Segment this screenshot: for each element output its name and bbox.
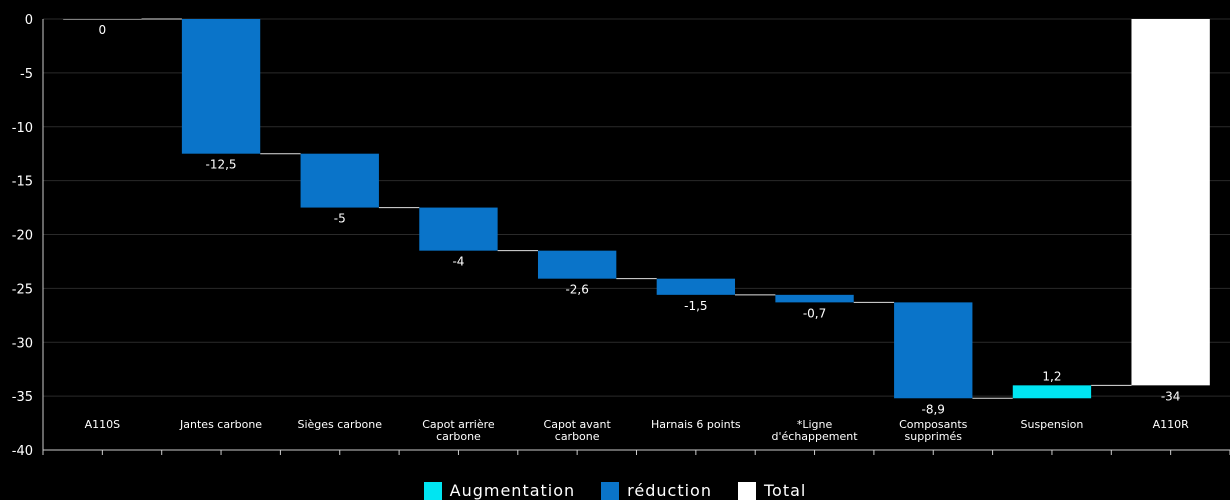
bar-decrease: [656, 278, 736, 295]
bar-decrease: [775, 294, 854, 303]
category-label: Composants: [899, 418, 968, 431]
bar-decrease: [181, 19, 261, 154]
legend-label-increase: Augmentation: [449, 481, 576, 500]
data-label: -5: [334, 212, 346, 226]
bar-decrease: [419, 207, 498, 251]
data-label: -1,5: [684, 299, 707, 313]
data-label: -12,5: [206, 158, 237, 172]
y-tick-label: -30: [12, 336, 33, 351]
y-tick-label: -25: [12, 282, 33, 297]
category-label: A110S: [85, 418, 121, 431]
data-label: 0: [99, 23, 107, 37]
bar-decrease: [300, 153, 379, 208]
y-tick-label: -15: [12, 175, 33, 190]
category-label: *Ligne: [797, 418, 833, 431]
legend-swatch-increase: [423, 482, 442, 500]
category-label: Jantes carbone: [179, 418, 262, 431]
data-label: -2,6: [565, 283, 588, 297]
category-label: Capot avant: [544, 418, 612, 431]
category-label: supprimés: [905, 430, 963, 443]
y-tick-label: -20: [12, 229, 33, 244]
category-label: Capot arrière: [422, 418, 495, 431]
y-tick-label: -10: [12, 121, 33, 136]
data-label: 1,2: [1042, 369, 1061, 383]
y-tick-label: -35: [12, 390, 33, 405]
category-label: carbone: [436, 430, 481, 443]
legend-item-total[interactable]: Total: [737, 481, 807, 500]
bar-decrease: [537, 250, 617, 279]
data-label: -0,7: [803, 306, 826, 320]
legend-item-decrease[interactable]: réduction: [601, 482, 712, 500]
data-label: -34: [1161, 389, 1181, 403]
legend-item-increase[interactable]: Augmentation: [423, 481, 576, 500]
legend-swatch-total: [737, 482, 756, 500]
data-label: -8,9: [922, 402, 945, 416]
bar-increase: [1012, 385, 1092, 399]
y-tick-label: -40: [12, 444, 33, 459]
category-label: d'échappement: [772, 430, 859, 443]
category-label: carbone: [555, 430, 600, 443]
bar-total: [63, 19, 142, 20]
y-tick-label: 0: [25, 13, 33, 28]
legend-label-total: Total: [763, 481, 807, 500]
category-label: Harnais 6 points: [651, 418, 741, 431]
bar-total: [1131, 19, 1210, 386]
legend-label-decrease: réduction: [627, 481, 712, 500]
data-label: -4: [452, 255, 464, 269]
legend-swatch-decrease: [601, 482, 620, 500]
category-label: Suspension: [1020, 418, 1083, 431]
category-label: Sièges carbone: [297, 418, 382, 431]
category-label: A110R: [1153, 418, 1190, 431]
y-tick-label: -5: [20, 67, 33, 82]
legend: Augmentation réduction Total: [0, 482, 1230, 500]
bar-decrease: [894, 302, 973, 399]
